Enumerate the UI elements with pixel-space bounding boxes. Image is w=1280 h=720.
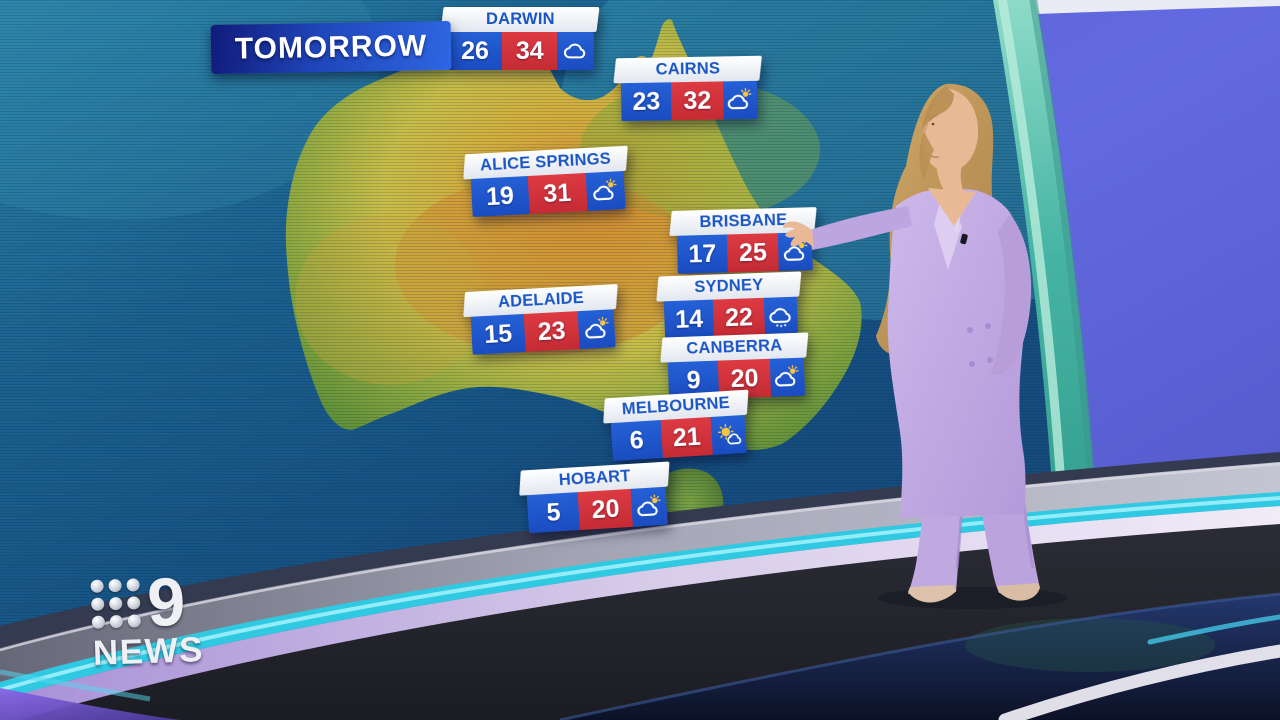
max-temp: 23 — [523, 311, 580, 352]
city-name: CAIRNS — [613, 55, 762, 84]
min-temp: 19 — [470, 176, 530, 217]
min-temp: 5 — [526, 492, 581, 534]
weather-presenter — [783, 83, 1068, 609]
floor-white-swoosh — [998, 644, 1280, 720]
weather-card-alice-springs: ALICE SPRINGS 19 31 — [463, 145, 628, 217]
news-wordmark: NEWS — [92, 630, 205, 674]
presenter-extended-arm — [810, 206, 912, 250]
tomorrow-banner: TOMORROW — [210, 20, 452, 75]
presenter-front-hair — [922, 86, 954, 130]
ceiling-strip — [1008, 0, 1280, 15]
presenter-shadow — [878, 587, 1068, 609]
weather-card-darwin: DARWIN 26 34 — [440, 7, 600, 70]
max-temp: 25 — [726, 233, 780, 273]
min-temp: 6 — [610, 420, 663, 462]
max-temp: 20 — [578, 488, 634, 531]
partly-sunny-icon — [636, 493, 662, 517]
lavender-glow-band — [0, 506, 1280, 720]
cyan-light-stripe — [0, 492, 1280, 700]
min-temp: 14 — [663, 299, 715, 340]
clip-microphone — [960, 233, 968, 245]
screen-bottom-shadow — [0, 452, 1280, 652]
screen-rim — [993, 0, 1099, 577]
presenter-arm — [991, 214, 1032, 376]
stage-carpet — [0, 524, 1280, 720]
jacket-buttons — [967, 323, 993, 367]
presenter-lapel — [934, 194, 962, 270]
screen-rim-highlight — [997, 0, 1067, 501]
presenter-shoe — [908, 585, 956, 603]
weather-card-melbourne: MELBOURNE 6 21 — [603, 389, 749, 462]
cloudy-icon — [564, 43, 586, 59]
nine-dots-logo — [90, 578, 142, 630]
banner-label: TOMORROW — [234, 28, 428, 66]
city-name: DARWIN — [440, 7, 600, 32]
weather-card-adelaide: ADELAIDE 15 23 — [463, 284, 618, 355]
mostly-sunny-icon — [717, 423, 742, 446]
max-temp: 34 — [502, 32, 558, 70]
floor-cyan-streak — [1147, 614, 1280, 645]
min-temp: 23 — [620, 82, 672, 122]
partly-sunny-icon — [728, 87, 753, 110]
max-temp: 32 — [671, 81, 724, 121]
corner-purple-glow — [0, 688, 180, 720]
weather-card-hobart: HOBART 5 20 — [519, 461, 670, 534]
weather-card-cairns: CAIRNS 23 32 — [613, 55, 762, 122]
screen-rim-outer — [1029, 0, 1097, 506]
min-temp: 15 — [470, 313, 526, 355]
presenter-neck — [936, 164, 964, 194]
max-temp: 21 — [660, 416, 714, 459]
partly-sunny-icon — [584, 316, 610, 339]
network-number: 9 — [145, 563, 187, 641]
min-temp: 17 — [676, 234, 728, 274]
max-temp: 31 — [527, 173, 588, 214]
partly-sunny-icon — [592, 178, 618, 201]
presenter-hand — [783, 221, 814, 248]
presenter-shoe — [997, 583, 1040, 601]
max-temp: 22 — [712, 297, 765, 338]
min-temp: 26 — [448, 32, 503, 70]
presenter-jacket — [887, 189, 1027, 518]
nine-news-logo: 9 NEWS — [90, 563, 205, 674]
presenter-chest — [928, 188, 976, 226]
